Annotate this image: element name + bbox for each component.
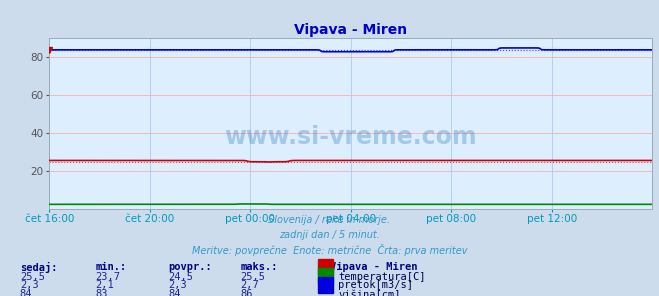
Text: 2,3: 2,3: [20, 280, 38, 290]
Text: 83: 83: [96, 289, 108, 296]
Text: 2,1: 2,1: [96, 280, 114, 290]
Text: Meritve: povprečne  Enote: metrične  Črta: prva meritev: Meritve: povprečne Enote: metrične Črta:…: [192, 244, 467, 256]
Text: min.:: min.:: [96, 262, 127, 272]
Text: povpr.:: povpr.:: [168, 262, 212, 272]
Text: Slovenija / reke in morje.: Slovenija / reke in morje.: [268, 215, 391, 226]
Text: pretok[m3/s]: pretok[m3/s]: [338, 280, 413, 290]
Text: 2,7: 2,7: [241, 280, 259, 290]
Text: temperatura[C]: temperatura[C]: [338, 272, 426, 282]
Text: maks.:: maks.:: [241, 262, 278, 272]
Text: Vipava - Miren: Vipava - Miren: [330, 262, 417, 272]
Text: 84: 84: [168, 289, 181, 296]
Text: višina[cm]: višina[cm]: [338, 289, 401, 296]
Text: 2,3: 2,3: [168, 280, 186, 290]
Text: 86: 86: [241, 289, 253, 296]
Text: 24,5: 24,5: [168, 272, 193, 282]
Text: zadnji dan / 5 minut.: zadnji dan / 5 minut.: [279, 230, 380, 240]
Text: 25,5: 25,5: [241, 272, 266, 282]
Text: www.si-vreme.com: www.si-vreme.com: [225, 125, 477, 149]
Text: 23,7: 23,7: [96, 272, 121, 282]
Text: sedaj:: sedaj:: [20, 262, 57, 273]
Title: Vipava - Miren: Vipava - Miren: [295, 23, 407, 37]
Text: 25,5: 25,5: [20, 272, 45, 282]
Text: 84: 84: [20, 289, 32, 296]
